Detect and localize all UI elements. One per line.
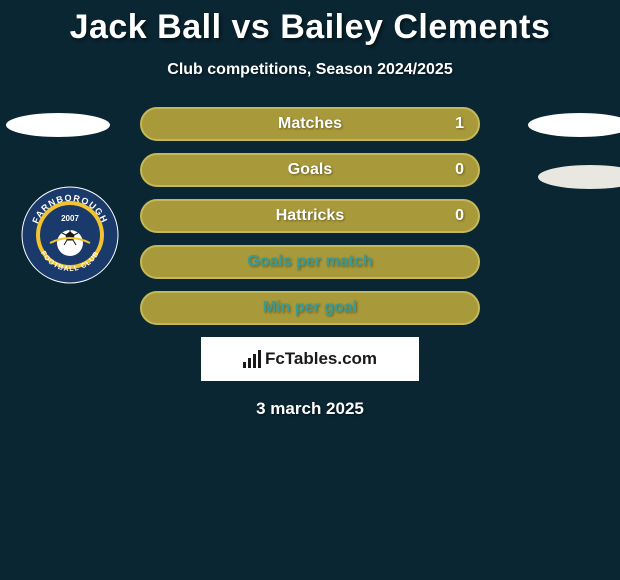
stat-rows: Matches 1 Goals 0 Hattricks 0 Goals per … <box>140 107 480 325</box>
farnborough-crest-icon: FARNBOROUGH FOOTBALL CLUB 2007 <box>20 185 120 285</box>
date-text: 3 march 2025 <box>0 399 620 419</box>
stat-value: 0 <box>455 207 464 225</box>
svg-text:2007: 2007 <box>61 214 79 223</box>
brand-box[interactable]: FcTables.com <box>201 337 419 381</box>
stat-row-goals: Goals 0 <box>140 153 480 187</box>
club-badge-left: FARNBOROUGH FOOTBALL CLUB 2007 <box>20 185 120 285</box>
stat-label: Matches <box>278 115 342 133</box>
stat-row-min-per-goal: Min per goal <box>140 291 480 325</box>
player-photo-left <box>6 113 110 137</box>
bar-chart-icon <box>243 350 261 368</box>
stat-label: Min per goal <box>263 299 357 317</box>
brand-text: FcTables.com <box>265 349 377 369</box>
comparison-panel: FARNBOROUGH FOOTBALL CLUB 2007 Matches 1… <box>0 107 620 419</box>
stat-row-hattricks: Hattricks 0 <box>140 199 480 233</box>
stat-label: Goals per match <box>247 253 372 271</box>
player-photo-right <box>528 113 620 137</box>
stat-row-matches: Matches 1 <box>140 107 480 141</box>
stat-value: 0 <box>455 161 464 179</box>
page-title: Jack Ball vs Bailey Clements <box>0 0 620 47</box>
stat-value: 1 <box>455 115 464 133</box>
club-badge-right <box>538 165 620 189</box>
stat-row-goals-per-match: Goals per match <box>140 245 480 279</box>
stat-label: Goals <box>288 161 332 179</box>
stat-label: Hattricks <box>276 207 344 225</box>
subtitle: Club competitions, Season 2024/2025 <box>0 61 620 79</box>
